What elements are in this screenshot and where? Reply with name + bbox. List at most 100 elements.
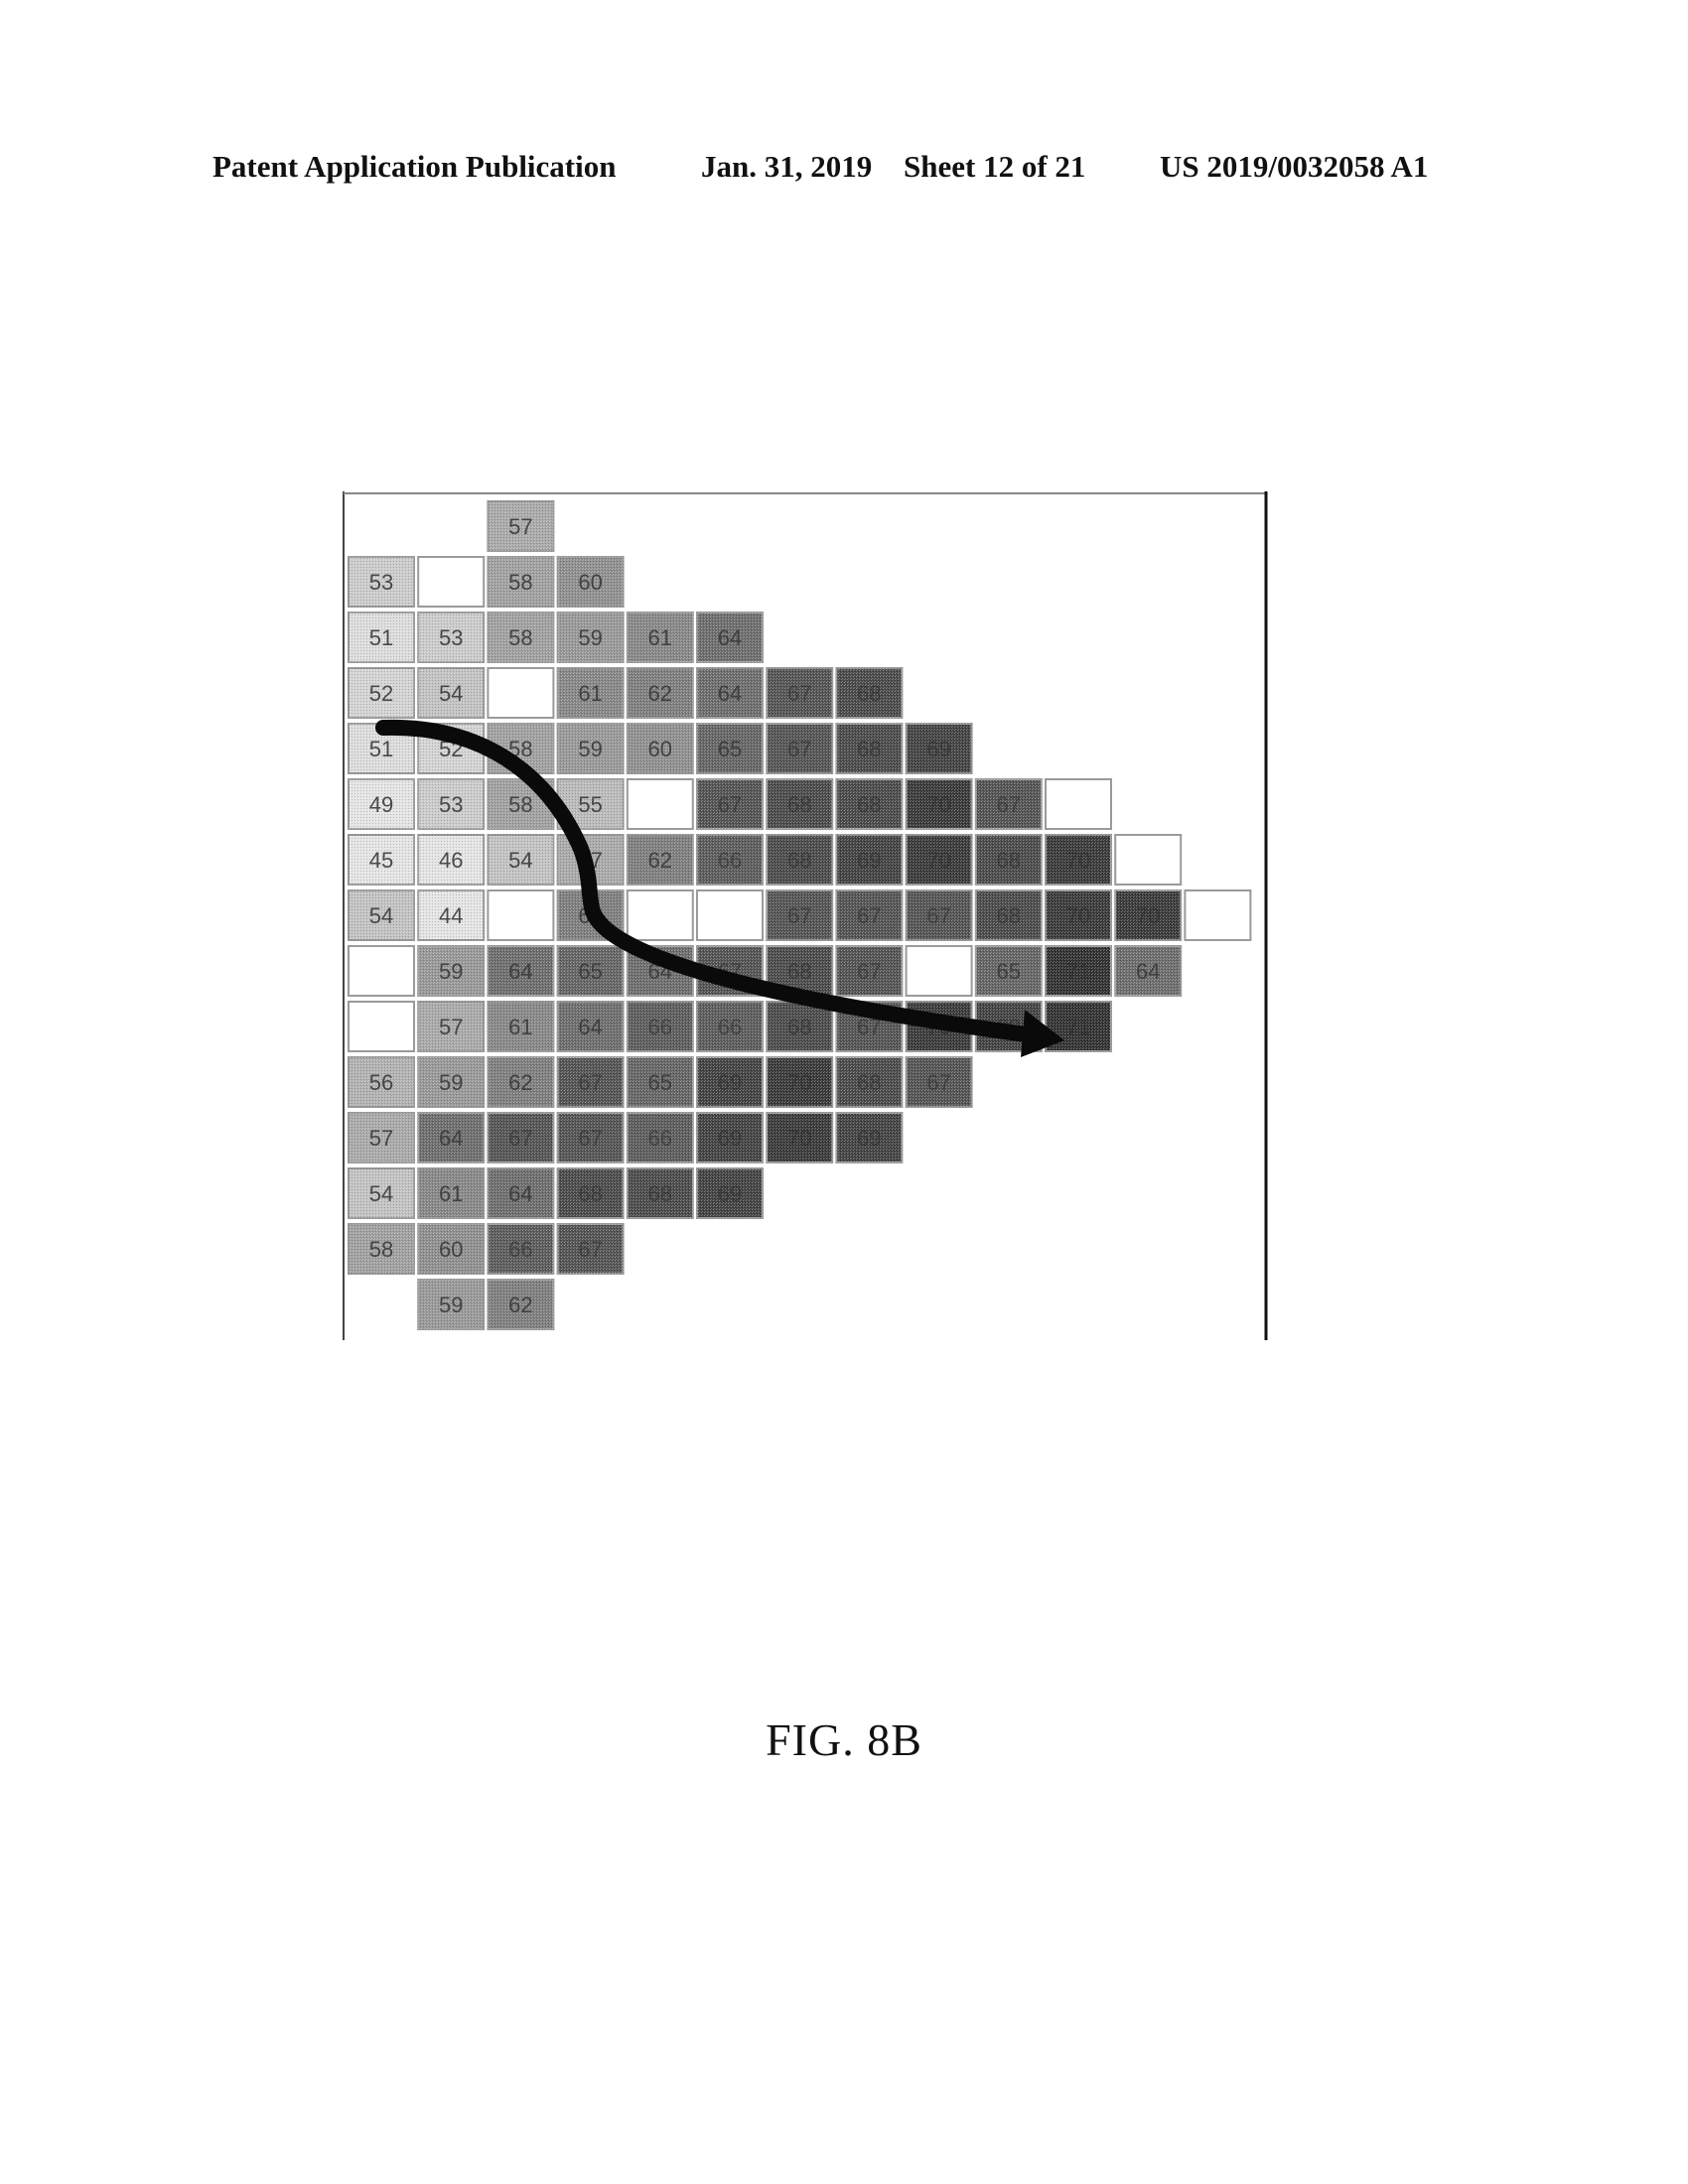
cell-value: 61: [578, 681, 602, 706]
cell-value: 67: [578, 1126, 602, 1151]
cell-background: [1046, 779, 1111, 829]
cell-value: 55: [578, 792, 602, 817]
cell-background: [1115, 835, 1181, 885]
heatmap-cell: 67: [558, 1113, 624, 1162]
cell-value: 69: [857, 848, 881, 873]
cell-value: 70: [787, 1070, 811, 1095]
cell-value: 46: [439, 848, 463, 873]
heatmap-cell: [628, 890, 693, 940]
heatmap-cell: 52: [349, 668, 414, 718]
cell-value: 68: [857, 1070, 881, 1095]
cell-value: 62: [648, 848, 672, 873]
cell-value: 61: [648, 625, 672, 650]
cell-value: 69: [926, 737, 950, 761]
cell-value: 67: [578, 1070, 602, 1095]
page-header: Patent Application Publication Jan. 31, …: [0, 149, 1688, 189]
heatmap-cell: 64: [558, 1002, 624, 1051]
cell-value: 69: [857, 1126, 881, 1151]
cell-value: 64: [718, 681, 742, 706]
cell-value: 51: [369, 737, 393, 761]
heatmap-cell: 68: [836, 779, 902, 829]
heatmap-cell: 54: [418, 668, 484, 718]
cell-value: 68: [787, 1015, 811, 1039]
cell-value: 60: [439, 1237, 463, 1262]
cell-value: 70: [1066, 848, 1090, 873]
heatmap-cell: 59: [558, 724, 624, 773]
cell-value: 67: [718, 792, 742, 817]
heatmap-cell: [418, 557, 484, 607]
cell-value: 60: [648, 737, 672, 761]
heatmap-cell: 68: [558, 1168, 624, 1218]
heatmap-cell: [1115, 835, 1181, 885]
cell-value: 70: [1066, 903, 1090, 928]
cell-background: [697, 890, 763, 940]
heatmap-cell: 54: [349, 890, 414, 940]
cell-value: 54: [369, 1181, 393, 1206]
cell-value: 59: [578, 625, 602, 650]
heatmap-cell: 45: [349, 835, 414, 885]
cell-value: 64: [1136, 959, 1160, 984]
cell-value: 59: [439, 1293, 463, 1317]
heatmap-cell: 69: [697, 1168, 763, 1218]
heatmap-cell: 65: [697, 724, 763, 773]
heatmap-cell: 70: [907, 779, 972, 829]
cell-value: 65: [578, 959, 602, 984]
cell-value: 66: [648, 1015, 672, 1039]
cell-value: 58: [508, 570, 532, 595]
cell-value: 54: [369, 903, 393, 928]
cell-value: 71: [1066, 959, 1090, 984]
heatmap-cell: 57: [418, 1002, 484, 1051]
heatmap-cell: 67: [836, 890, 902, 940]
cell-value: 64: [508, 1181, 532, 1206]
heatmap-cell: 70: [907, 835, 972, 885]
heatmap-cell: 53: [349, 557, 414, 607]
cell-value: 67: [787, 903, 811, 928]
figure-caption: FIG. 8B: [0, 1713, 1688, 1766]
cell-value: 66: [648, 1126, 672, 1151]
heatmap-cell: [488, 668, 553, 718]
heatmap-cell: [1046, 779, 1111, 829]
heatmap-cell: 61: [488, 1002, 553, 1051]
cell-value: 64: [578, 1015, 602, 1039]
heatmap-cell: 64: [1115, 946, 1181, 996]
heatmap-cell: 65: [558, 946, 624, 996]
cell-value: 58: [369, 1237, 393, 1262]
heatmap-cell: 66: [628, 1113, 693, 1162]
cell-value: 68: [857, 681, 881, 706]
cell-value: 68: [578, 1181, 602, 1206]
cell-value: 58: [508, 625, 532, 650]
cell-value: 44: [439, 903, 463, 928]
heatmap-cell: 70: [1115, 890, 1181, 940]
cell-value: 57: [439, 1015, 463, 1039]
heatmap-cell: 70: [1046, 890, 1111, 940]
heatmap-cell: 61: [418, 1168, 484, 1218]
heatmap-cell: 60: [558, 557, 624, 607]
heatmap-cell: 67: [767, 668, 832, 718]
heatmap-cell: 68: [628, 1168, 693, 1218]
heatmap-cell: 67: [488, 1113, 553, 1162]
heatmap-cell: 70: [1046, 835, 1111, 885]
heatmap-cell: 59: [418, 1280, 484, 1329]
cell-value: 66: [718, 848, 742, 873]
heatmap-cell: 64: [697, 613, 763, 662]
cell-value: 56: [369, 1070, 393, 1095]
cell-value: 61: [508, 1015, 532, 1039]
heatmap-cell: 69: [907, 724, 972, 773]
heatmap-cell: 57: [349, 1113, 414, 1162]
heatmap-cell: 67: [697, 779, 763, 829]
cell-background: [349, 1002, 414, 1051]
cell-value: 69: [718, 1070, 742, 1095]
heatmap-cell: 69: [697, 1113, 763, 1162]
heatmap-cell: 67: [767, 724, 832, 773]
cell-value: 64: [718, 625, 742, 650]
heatmap-cell: 60: [418, 1224, 484, 1274]
heatmap-cell: 67: [558, 1224, 624, 1274]
heatmap-cell: 68: [976, 890, 1042, 940]
heatmap-cell: [349, 946, 414, 996]
cell-value: 53: [439, 625, 463, 650]
heatmap-cell: 44: [418, 890, 484, 940]
heatmap-cell: 59: [418, 1057, 484, 1107]
heatmap-cell: 59: [418, 946, 484, 996]
heatmap-cell: 66: [697, 1002, 763, 1051]
cell-value: 59: [578, 737, 602, 761]
